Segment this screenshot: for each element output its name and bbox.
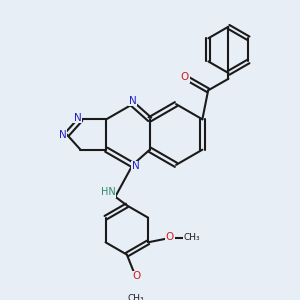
Text: CH₃: CH₃ [127,293,144,300]
Text: N: N [58,130,66,140]
Text: O: O [181,72,189,82]
Text: N: N [132,161,140,171]
Text: HN: HN [101,188,116,197]
Text: O: O [133,271,141,281]
Text: N: N [74,113,82,123]
Text: O: O [166,232,174,242]
Text: CH₃: CH₃ [183,233,200,242]
Text: N: N [129,96,136,106]
